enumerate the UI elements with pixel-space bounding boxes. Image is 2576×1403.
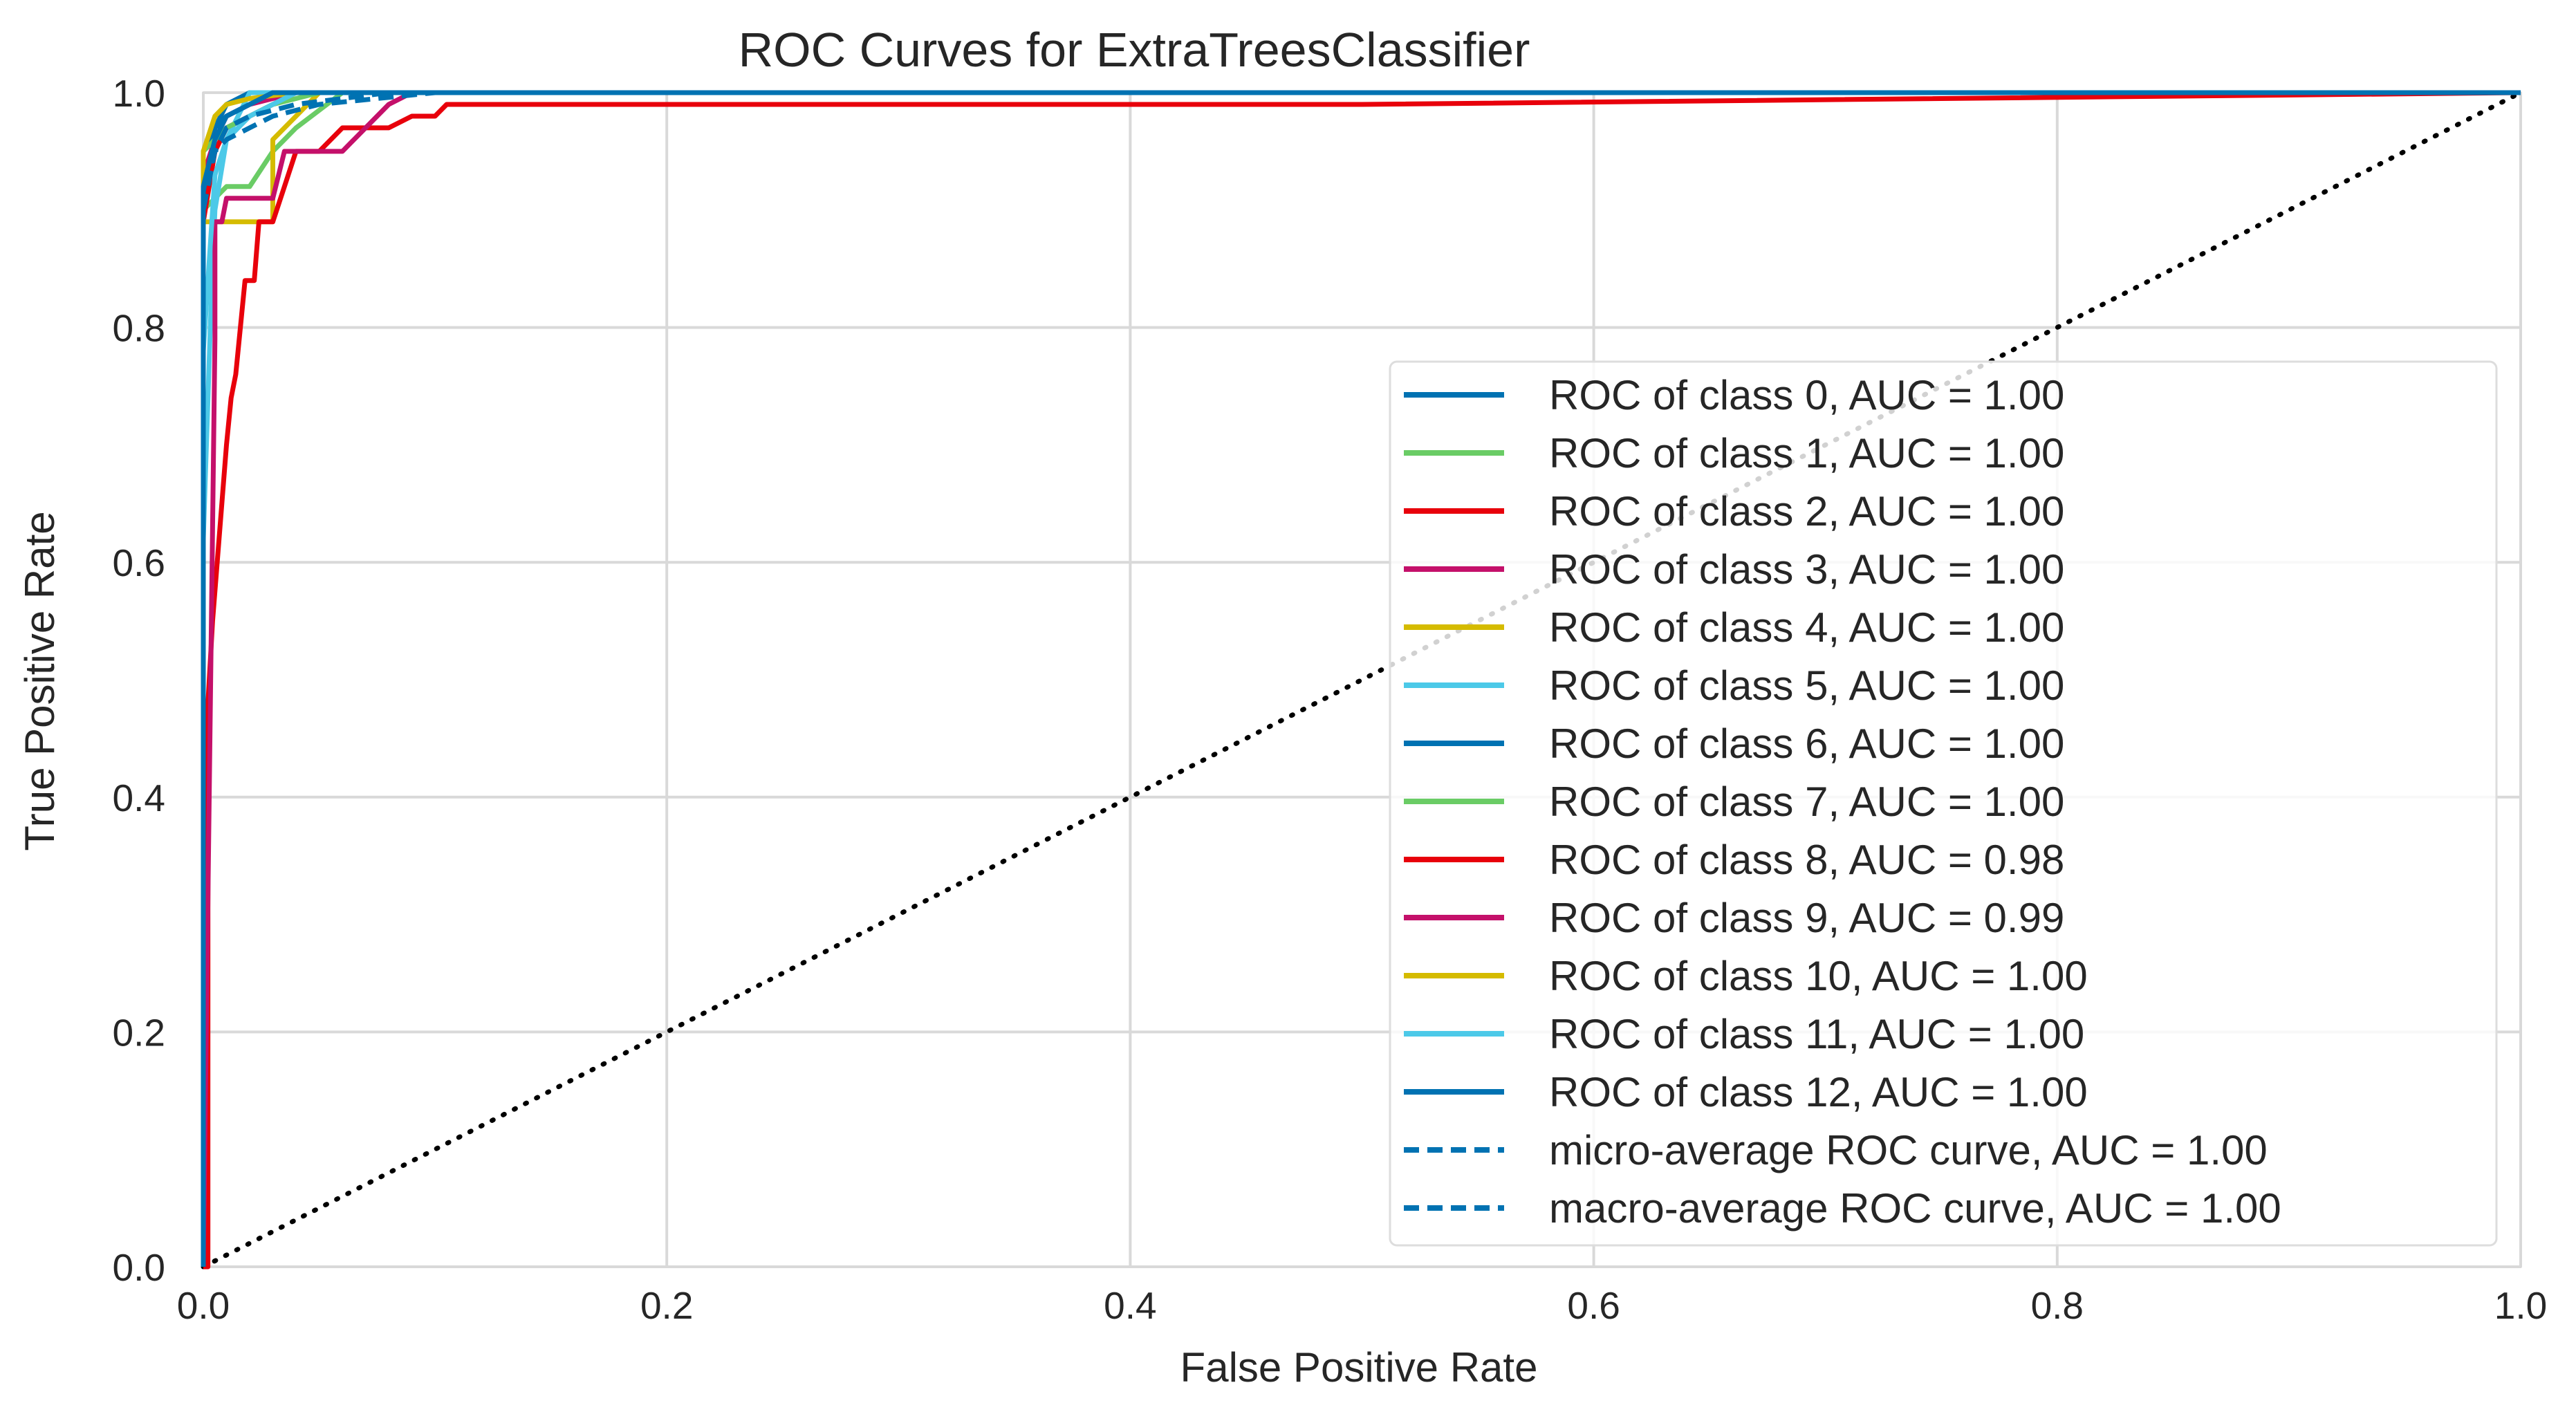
legend-label-13: micro-average ROC curve, AUC = 1.00 [1549, 1127, 2268, 1173]
legend-label-6: ROC of class 6, AUC = 1.00 [1549, 721, 2064, 767]
tick-labels: 0.0 0.2 0.4 0.6 0.8 1.0 0.0 0.2 0.4 0.6 0.8 1.0 [113, 72, 2548, 1327]
x-tick-label: 0.0 [177, 1284, 230, 1327]
x-tick-label: 0.8 [2031, 1284, 2084, 1327]
diagonal-reference-line [201, 90, 2523, 1270]
y-tick-label: 0.6 [113, 541, 165, 584]
x-tick-label: 0.2 [640, 1284, 693, 1327]
legend-label-7: ROC of class 7, AUC = 1.00 [1549, 779, 2064, 825]
y-tick-label: 1.0 [113, 72, 165, 115]
x-tick-label: 0.6 [1567, 1284, 1620, 1327]
legend: ROC of class 0, AUC = 1.00 ROC of class 1… [1389, 360, 2498, 1247]
legend-label-2: ROC of class 2, AUC = 1.00 [1549, 488, 2064, 535]
legend-label-0: ROC of class 0, AUC = 1.00 [1549, 372, 2064, 418]
x-tick-label: 0.4 [1104, 1284, 1156, 1327]
legend-box [1389, 360, 2498, 1247]
legend-label-4: ROC of class 4, AUC = 1.00 [1549, 604, 2064, 651]
x-tick-label: 1.0 [2494, 1284, 2547, 1327]
y-tick-label: 0.0 [113, 1246, 165, 1289]
chart-title: ROC Curves for ExtraTreesClassifier [739, 23, 1530, 77]
y-tick-label: 0.2 [113, 1011, 165, 1054]
legend-label-5: ROC of class 5, AUC = 1.00 [1549, 662, 2064, 709]
roc-curve-series-14 [201, 90, 2521, 1267]
legend-label-14: macro-average ROC curve, AUC = 1.00 [1549, 1185, 2281, 1232]
roc-curves [201, 90, 2523, 1270]
x-axis-label: False Positive Rate [1180, 1344, 1538, 1391]
legend-label-12: ROC of class 12, AUC = 1.00 [1549, 1069, 2088, 1115]
y-axis-label: True Positive Rate [17, 511, 63, 851]
roc-curve-series-9 [201, 90, 2521, 1267]
legend-label-3: ROC of class 3, AUC = 1.00 [1549, 546, 2064, 593]
legend-label-8: ROC of class 8, AUC = 0.98 [1549, 837, 2064, 883]
y-tick-label: 0.4 [113, 777, 165, 819]
legend-label-9: ROC of class 9, AUC = 0.99 [1549, 895, 2064, 941]
roc-curve-series-8 [203, 90, 2521, 1270]
legend-label-10: ROC of class 10, AUC = 1.00 [1549, 953, 2088, 999]
legend-label-1: ROC of class 1, AUC = 1.00 [1549, 430, 2064, 476]
legend-label-11: ROC of class 11, AUC = 1.00 [1549, 1011, 2084, 1057]
y-tick-label: 0.8 [113, 307, 165, 350]
